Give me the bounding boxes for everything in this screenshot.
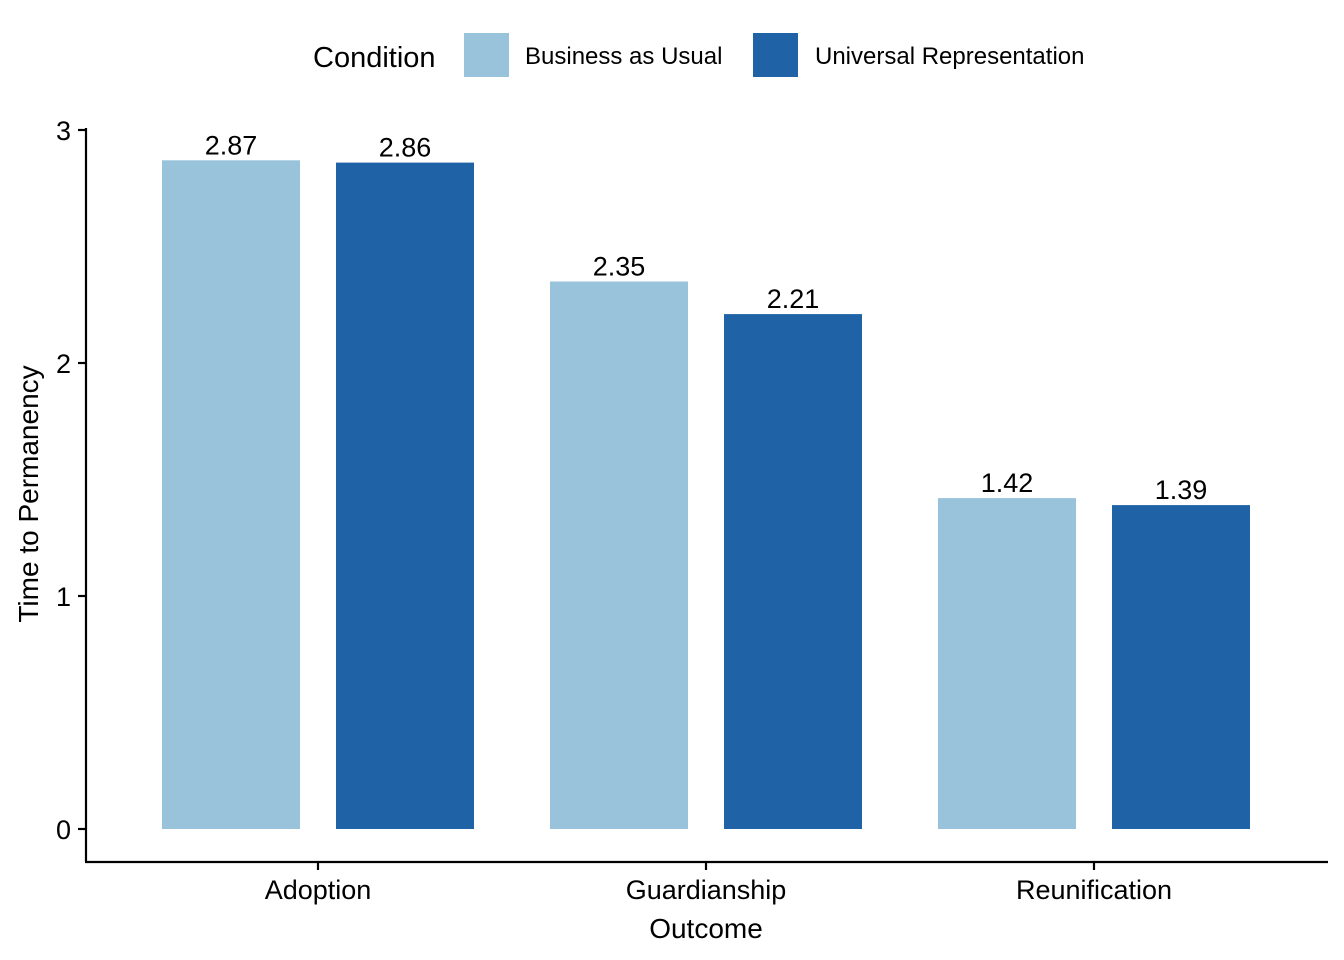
bar-label-guardianship-business-as-usual: 2.35 <box>593 252 646 282</box>
x-ticks: Adoption Guardianship Reunification <box>265 862 1172 905</box>
bar-guardianship-business-as-usual <box>550 281 688 829</box>
legend-label-universal-representation: Universal Representation <box>815 43 1084 70</box>
bar-guardianship-universal-representation <box>724 314 862 830</box>
x-tick-label-guardianship: Guardianship <box>626 875 787 905</box>
bar-reunification-business-as-usual <box>938 498 1076 829</box>
legend-title: Condition <box>313 42 436 74</box>
bar-label-reunification-universal-representation: 1.39 <box>1155 475 1208 505</box>
legend-label-business-as-usual: Business as Usual <box>525 43 722 70</box>
x-axis-title: Outcome <box>649 913 763 944</box>
bars <box>162 160 1250 830</box>
y-tick-label-2: 2 <box>56 349 71 379</box>
bar-labels: 2.87 2.35 1.42 2.86 2.21 1.39 <box>205 130 1208 505</box>
bar-adoption-business-as-usual <box>162 160 300 830</box>
x-tick-label-adoption: Adoption <box>265 875 372 905</box>
bar-reunification-universal-representation <box>1112 505 1250 829</box>
y-tick-label-0: 0 <box>56 815 71 845</box>
y-tick-label-1: 1 <box>56 582 71 612</box>
y-axis-title: Time to Permanency <box>13 365 44 622</box>
bar-label-reunification-business-as-usual: 1.42 <box>981 468 1034 498</box>
x-tick-label-reunification: Reunification <box>1016 875 1172 905</box>
bar-label-guardianship-universal-representation: 2.21 <box>767 284 820 314</box>
bar-label-adoption-universal-representation: 2.86 <box>379 133 432 163</box>
bar-label-adoption-business-as-usual: 2.87 <box>205 130 258 160</box>
legend-swatch-business-as-usual <box>464 33 509 77</box>
y-tick-label-3: 3 <box>56 116 71 146</box>
bar-adoption-universal-representation <box>336 162 474 830</box>
legend: Condition Business as Usual Universal Re… <box>313 33 1084 77</box>
y-ticks: 0 1 2 3 <box>56 116 86 845</box>
legend-swatch-universal-representation <box>753 33 798 77</box>
